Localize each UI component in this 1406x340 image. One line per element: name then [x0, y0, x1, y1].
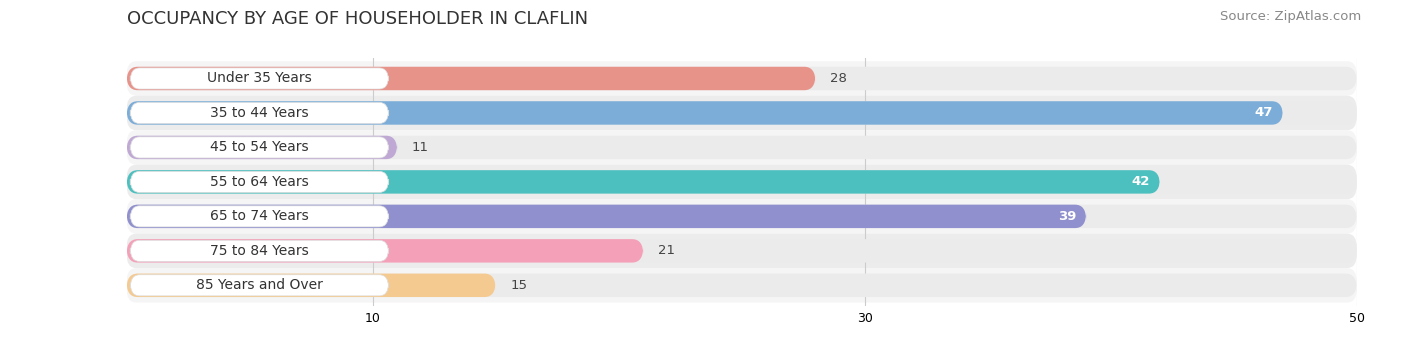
FancyBboxPatch shape: [127, 170, 1160, 193]
Text: 42: 42: [1132, 175, 1150, 188]
FancyBboxPatch shape: [131, 102, 388, 123]
FancyBboxPatch shape: [127, 96, 1357, 130]
FancyBboxPatch shape: [131, 240, 388, 261]
FancyBboxPatch shape: [127, 67, 815, 90]
FancyBboxPatch shape: [127, 170, 1357, 193]
FancyBboxPatch shape: [127, 101, 1282, 125]
FancyBboxPatch shape: [127, 67, 1357, 90]
FancyBboxPatch shape: [127, 274, 496, 297]
FancyBboxPatch shape: [127, 268, 1357, 303]
FancyBboxPatch shape: [127, 205, 1357, 228]
FancyBboxPatch shape: [127, 205, 1087, 228]
Text: 35 to 44 Years: 35 to 44 Years: [209, 106, 309, 120]
Text: 39: 39: [1057, 210, 1077, 223]
Text: 28: 28: [830, 72, 848, 85]
Text: 47: 47: [1254, 106, 1274, 119]
FancyBboxPatch shape: [127, 234, 1357, 268]
Text: 55 to 64 Years: 55 to 64 Years: [209, 175, 309, 189]
Text: 75 to 84 Years: 75 to 84 Years: [209, 244, 309, 258]
FancyBboxPatch shape: [127, 136, 1357, 159]
FancyBboxPatch shape: [131, 275, 388, 296]
FancyBboxPatch shape: [127, 136, 398, 159]
FancyBboxPatch shape: [127, 239, 644, 262]
FancyBboxPatch shape: [131, 68, 388, 89]
Text: OCCUPANCY BY AGE OF HOUSEHOLDER IN CLAFLIN: OCCUPANCY BY AGE OF HOUSEHOLDER IN CLAFL…: [127, 10, 588, 28]
Text: Source: ZipAtlas.com: Source: ZipAtlas.com: [1220, 10, 1361, 23]
FancyBboxPatch shape: [127, 239, 1357, 262]
Text: 45 to 54 Years: 45 to 54 Years: [209, 140, 309, 154]
FancyBboxPatch shape: [131, 137, 388, 158]
FancyBboxPatch shape: [127, 274, 1357, 297]
FancyBboxPatch shape: [127, 165, 1357, 199]
Text: 85 Years and Over: 85 Years and Over: [195, 278, 323, 292]
FancyBboxPatch shape: [131, 171, 388, 192]
FancyBboxPatch shape: [131, 206, 388, 227]
Text: 21: 21: [658, 244, 675, 257]
Text: 15: 15: [510, 279, 527, 292]
FancyBboxPatch shape: [127, 61, 1357, 96]
FancyBboxPatch shape: [127, 130, 1357, 165]
Text: Under 35 Years: Under 35 Years: [207, 71, 312, 85]
FancyBboxPatch shape: [127, 101, 1357, 125]
Text: 65 to 74 Years: 65 to 74 Years: [209, 209, 309, 223]
Text: 11: 11: [412, 141, 429, 154]
FancyBboxPatch shape: [127, 199, 1357, 234]
